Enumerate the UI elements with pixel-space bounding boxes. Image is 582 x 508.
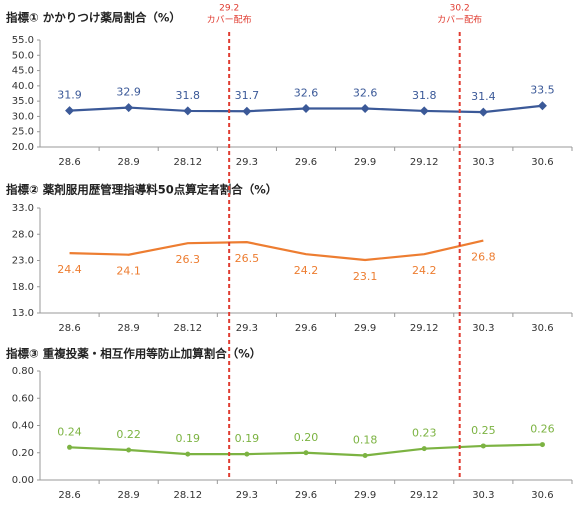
x-tick-label: 29.3 xyxy=(236,490,258,501)
marker xyxy=(303,450,309,456)
x-tick-label: 28.9 xyxy=(118,490,140,501)
marker xyxy=(360,103,370,113)
x-tick-label: 30.3 xyxy=(472,490,494,501)
marker xyxy=(244,451,250,457)
y-tick-label: 28.0 xyxy=(12,229,34,240)
annotation-text: カバー配布 xyxy=(437,14,482,26)
data-label: 26.3 xyxy=(176,253,201,266)
annotation-text: カバー配布 xyxy=(207,14,252,26)
data-label: 24.2 xyxy=(412,264,437,277)
data-label: 24.4 xyxy=(57,263,82,276)
y-tick-label: 33.0 xyxy=(12,203,34,214)
data-label: 0.20 xyxy=(294,431,319,444)
marker xyxy=(183,106,193,116)
x-tick-label: 29.12 xyxy=(410,157,439,168)
x-tick-label: 28.9 xyxy=(118,323,140,334)
data-label: 32.6 xyxy=(294,86,319,99)
x-tick-label: 29.12 xyxy=(410,323,439,334)
marker xyxy=(242,106,252,116)
marker xyxy=(419,106,429,116)
data-label: 0.19 xyxy=(235,432,260,445)
marker xyxy=(126,447,132,453)
x-tick-label: 29.6 xyxy=(295,490,317,501)
data-label: 32.6 xyxy=(353,86,378,99)
y-tick-label: 50.0 xyxy=(12,50,34,61)
y-tick-label: 0.00 xyxy=(12,475,34,486)
y-tick-label: 0.20 xyxy=(12,448,34,459)
chart-title: 指標③ 重複投薬・相互作用等防止加算割合（%） xyxy=(6,347,261,361)
y-tick-label: 25.0 xyxy=(12,127,34,138)
x-tick-label: 29.3 xyxy=(236,323,258,334)
x-tick-label: 28.9 xyxy=(118,157,140,168)
data-label: 24.2 xyxy=(294,264,319,277)
x-tick-label: 30.3 xyxy=(472,323,494,334)
x-tick-label: 29.3 xyxy=(236,157,258,168)
marker xyxy=(301,103,311,113)
data-label: 31.7 xyxy=(235,89,260,102)
chart-title: 指標① かかりつけ薬局割合（%） xyxy=(6,11,181,25)
marker xyxy=(421,446,427,452)
data-label: 31.8 xyxy=(412,89,437,102)
marker xyxy=(537,101,547,111)
data-label: 31.4 xyxy=(471,90,496,103)
data-label: 33.5 xyxy=(530,84,555,97)
data-label: 26.8 xyxy=(471,251,496,264)
data-label: 0.24 xyxy=(57,425,82,438)
y-tick-label: 35.0 xyxy=(12,96,34,107)
data-label: 0.22 xyxy=(116,428,141,441)
chart-title: 指標② 薬剤服用歴管理指導料50点算定者割合（%） xyxy=(6,183,277,197)
y-tick-label: 0.80 xyxy=(12,366,34,377)
marker xyxy=(539,442,545,448)
y-tick-label: 45.0 xyxy=(12,66,34,77)
marker xyxy=(478,107,488,117)
annotation-date: 29.2 xyxy=(219,4,239,14)
data-label: 0.19 xyxy=(176,432,201,445)
x-tick-label: 28.12 xyxy=(173,157,202,168)
y-tick-label: 0.40 xyxy=(12,421,34,432)
x-tick-label: 28.6 xyxy=(58,157,80,168)
y-tick-label: 20.0 xyxy=(12,142,34,153)
y-tick-label: 0.60 xyxy=(12,393,34,404)
data-label: 0.23 xyxy=(412,427,437,440)
x-tick-label: 30.6 xyxy=(531,490,553,501)
data-label: 31.8 xyxy=(176,89,201,102)
data-label: 0.18 xyxy=(353,433,378,446)
y-tick-label: 18.0 xyxy=(12,282,34,293)
marker xyxy=(124,103,134,113)
y-tick-label: 40.0 xyxy=(12,81,34,92)
y-tick-label: 13.0 xyxy=(12,308,34,319)
x-tick-label: 29.6 xyxy=(295,323,317,334)
x-tick-label: 28.12 xyxy=(173,490,202,501)
data-label: 23.1 xyxy=(353,270,378,283)
x-tick-label: 29.9 xyxy=(354,490,376,501)
marker xyxy=(65,106,75,116)
x-tick-label: 28.6 xyxy=(58,490,80,501)
x-tick-label: 28.12 xyxy=(173,323,202,334)
y-tick-label: 30.0 xyxy=(12,111,34,122)
y-tick-label: 23.0 xyxy=(12,256,34,267)
marker xyxy=(185,451,191,457)
marker xyxy=(67,444,73,450)
marker xyxy=(362,452,368,458)
x-tick-label: 29.9 xyxy=(354,157,376,168)
data-label: 31.9 xyxy=(57,89,82,102)
annotation-date: 30.2 xyxy=(450,4,470,14)
data-label: 0.26 xyxy=(530,423,555,436)
data-label: 0.25 xyxy=(471,424,496,437)
x-tick-label: 29.12 xyxy=(410,490,439,501)
x-tick-label: 30.6 xyxy=(531,157,553,168)
x-tick-label: 30.6 xyxy=(531,323,553,334)
y-tick-label: 55.0 xyxy=(12,35,34,46)
marker xyxy=(480,443,486,449)
data-label: 32.9 xyxy=(116,86,141,99)
data-label: 26.5 xyxy=(235,252,260,265)
x-tick-label: 30.3 xyxy=(472,157,494,168)
data-label: 24.1 xyxy=(116,265,141,278)
x-tick-label: 29.9 xyxy=(354,323,376,334)
x-tick-label: 28.6 xyxy=(58,323,80,334)
line xyxy=(69,239,484,262)
x-tick-label: 29.6 xyxy=(295,157,317,168)
